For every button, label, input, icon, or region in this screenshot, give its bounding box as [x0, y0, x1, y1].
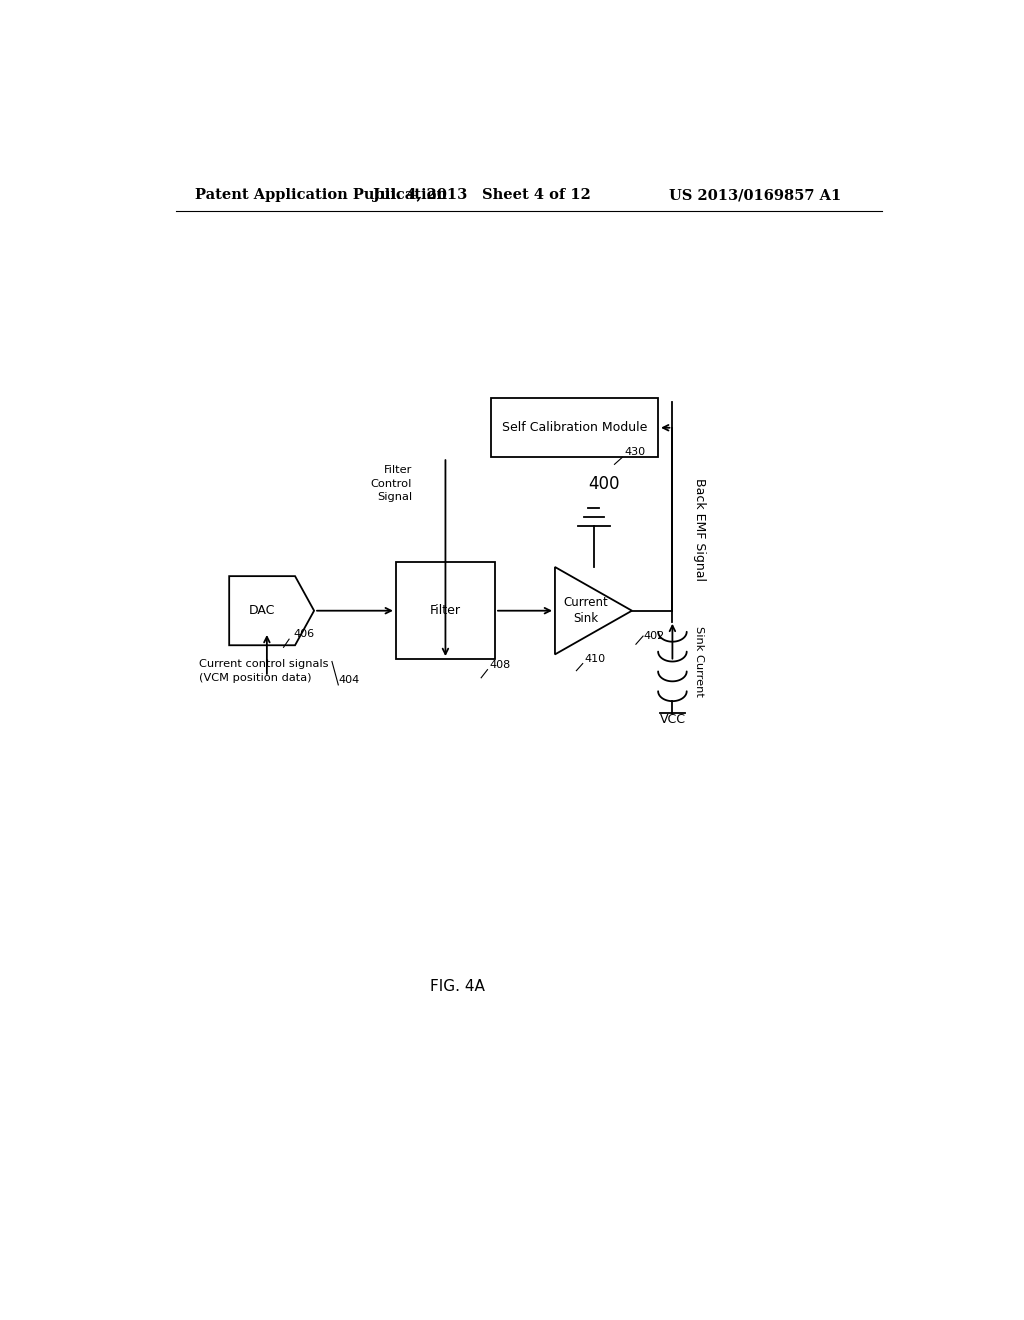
Text: US 2013/0169857 A1: US 2013/0169857 A1 [669, 189, 841, 202]
Text: 404: 404 [338, 675, 359, 685]
Text: Jul. 4, 2013: Jul. 4, 2013 [373, 189, 467, 202]
Text: Current
Sink: Current Sink [563, 597, 608, 626]
Text: (VCM position data): (VCM position data) [200, 673, 312, 682]
Polygon shape [555, 568, 632, 655]
Text: Back EMF Signal: Back EMF Signal [693, 478, 706, 581]
Text: Filter
Control
Signal: Filter Control Signal [371, 466, 412, 502]
Text: 400: 400 [589, 475, 620, 492]
Text: 408: 408 [489, 660, 510, 669]
Text: Patent Application Publication: Patent Application Publication [196, 189, 447, 202]
Text: 410: 410 [585, 653, 605, 664]
Text: Self Calibration Module: Self Calibration Module [502, 421, 647, 434]
Text: DAC: DAC [249, 605, 275, 618]
Text: Sheet 4 of 12: Sheet 4 of 12 [482, 189, 591, 202]
Text: Current control signals: Current control signals [200, 659, 329, 668]
Text: Filter: Filter [430, 605, 461, 618]
Polygon shape [229, 576, 314, 645]
Text: 402: 402 [644, 631, 666, 642]
FancyBboxPatch shape [492, 399, 658, 457]
Text: VCC: VCC [659, 713, 685, 726]
Text: FIG. 4A: FIG. 4A [430, 979, 484, 994]
Text: 406: 406 [293, 630, 314, 639]
Text: Sink Current: Sink Current [694, 626, 705, 697]
Text: 430: 430 [624, 447, 645, 457]
FancyBboxPatch shape [396, 562, 495, 659]
